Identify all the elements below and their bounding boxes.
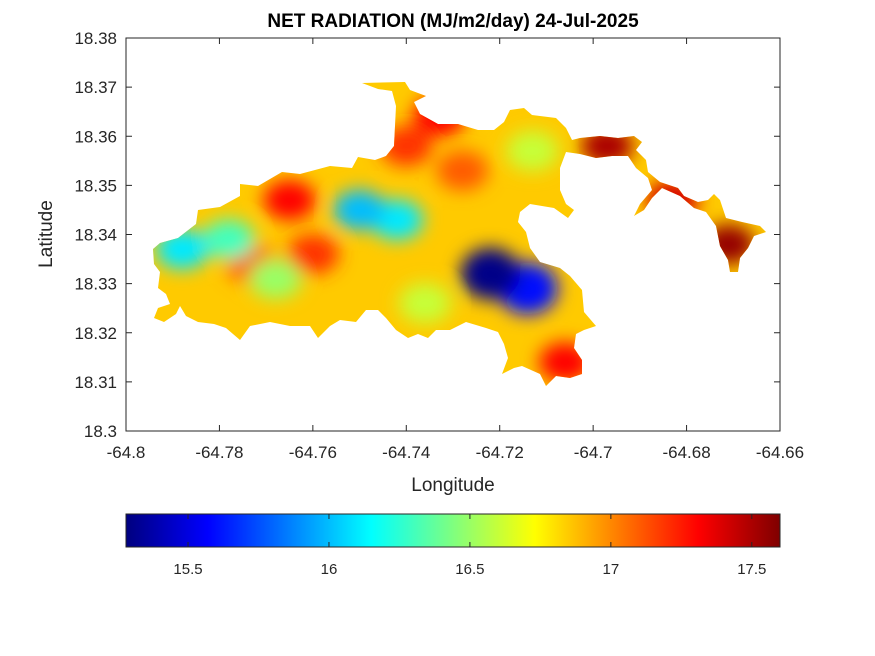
y-tick-label: 18.31: [74, 373, 117, 392]
heatmap-cell: [436, 150, 489, 191]
colorbar-tick-label: 17: [603, 561, 620, 578]
y-tick-label: 18.34: [74, 226, 117, 245]
y-tick-label: 18.38: [74, 29, 117, 48]
heatmap-cell: [263, 180, 316, 221]
heatmap-cell: [398, 283, 451, 324]
x-tick-label: -64.66: [756, 443, 804, 462]
colorbar-tick-label: 16.5: [455, 561, 484, 578]
x-axis-label: Longitude: [411, 475, 494, 496]
heatmap-cell: [506, 130, 559, 171]
heatmap-cell: [286, 234, 339, 275]
heatmap-cell: [249, 258, 302, 299]
y-axis-label: Latitude: [36, 200, 57, 268]
heatmap-cell: [460, 247, 521, 300]
colorbar-ticks: 15.5 16 16.5 17 17.5: [173, 514, 766, 578]
y-tick-label: 18.36: [74, 127, 117, 146]
y-tick-label: 18.37: [74, 78, 117, 97]
x-tick-label: -64.72: [476, 443, 524, 462]
colorbar-tick-label: 15.5: [173, 561, 202, 578]
colorbar-tick-label: 17.5: [737, 561, 766, 578]
x-tick-label: -64.68: [662, 443, 710, 462]
y-tick-label: 18.32: [74, 324, 117, 343]
heatmap-cell: [333, 189, 386, 230]
x-tick-label: -64.76: [289, 443, 337, 462]
colorbar: [125, 513, 781, 548]
y-tick-label: 18.33: [74, 275, 117, 294]
chart-title: NET RADIATION (MJ/m2/day) 24-Jul-2025: [267, 11, 639, 32]
y-axis-ticks: 18.3 18.31 18.32 18.33 18.34 18.35 18.36 18.37 1…: [74, 29, 780, 441]
x-tick-label: -64.8: [107, 443, 146, 462]
x-axis-ticks: -64.8 -64.78 -64.76 -64.74 -64.72 -64.7 -64.68…: [107, 38, 804, 462]
y-tick-label: 18.3: [84, 422, 117, 441]
y-tick-label: 18.35: [74, 176, 117, 195]
x-tick-label: -64.74: [382, 443, 430, 462]
x-tick-label: -64.78: [195, 443, 243, 462]
colorbar-tick-label: 16: [321, 561, 338, 578]
x-tick-label: -64.7: [574, 443, 613, 462]
heatmap-cell: [202, 219, 255, 260]
